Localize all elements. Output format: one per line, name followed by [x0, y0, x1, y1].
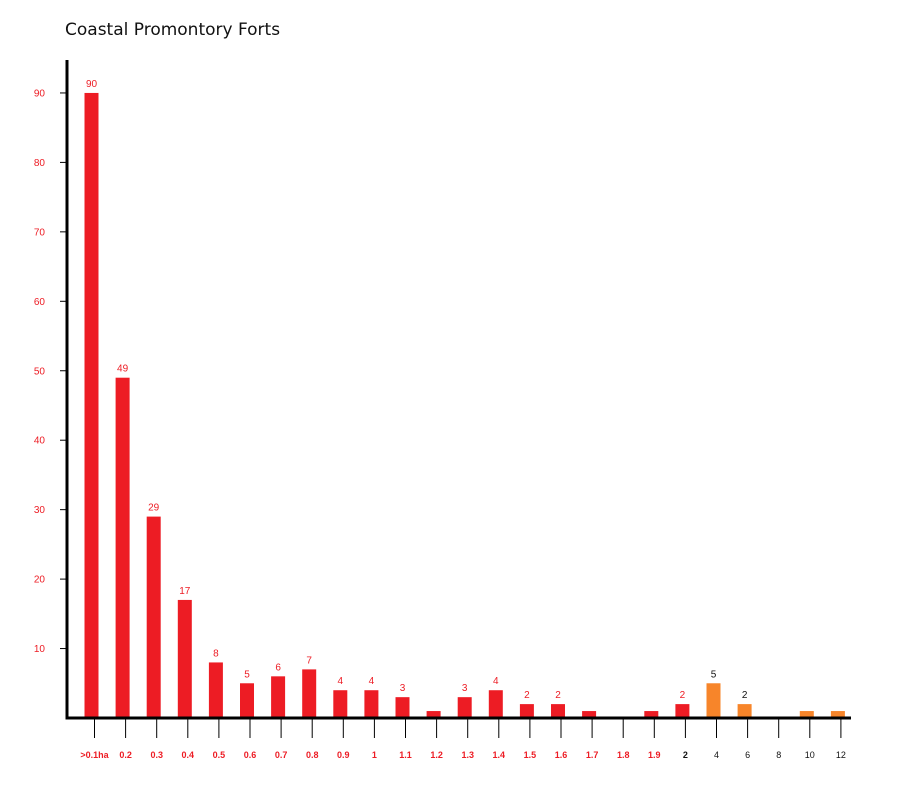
bar	[115, 377, 130, 718]
bar	[84, 92, 99, 718]
bar	[395, 697, 410, 718]
data-label: 49	[117, 364, 129, 375]
x-tick-label: 0.6	[244, 750, 257, 760]
bar	[302, 669, 317, 718]
x-tick-label: 1.6	[555, 750, 568, 760]
bar	[208, 662, 223, 718]
y-tick-label: 60	[34, 297, 46, 308]
y-tick-labels: 10 20 30 40 50 60 70 80 90	[34, 88, 46, 655]
bar	[177, 599, 192, 718]
data-label: 29	[148, 503, 160, 514]
bar	[146, 516, 161, 718]
x-tick-label: 1.9	[648, 750, 661, 760]
bar	[240, 683, 254, 718]
y-tick-label: 30	[34, 505, 46, 516]
y-tick-label: 40	[34, 436, 46, 447]
bar	[830, 711, 845, 718]
x-tick-label: 1.7	[586, 750, 599, 760]
data-label: 2	[555, 690, 561, 701]
x-tick-label: 1.3	[461, 750, 474, 760]
data-label: 4	[369, 676, 375, 687]
bar	[675, 704, 690, 718]
x-tick-label: 1	[372, 750, 377, 760]
x-tick-label: 0.9	[337, 750, 350, 760]
x-tick-label: 0.8	[306, 750, 319, 760]
data-label: 3	[400, 683, 406, 694]
bar	[488, 690, 503, 718]
bar	[644, 711, 659, 718]
bar	[582, 711, 597, 718]
x-tick-label: 8	[776, 750, 781, 760]
data-label: 5	[711, 669, 717, 680]
bar	[737, 704, 752, 718]
bar	[457, 697, 472, 718]
bar	[519, 704, 534, 718]
x-tick-label: 6	[745, 750, 750, 760]
bar	[706, 683, 721, 718]
bar	[364, 690, 379, 718]
y-tick-label: 70	[34, 227, 46, 238]
y-tick-label: 90	[34, 88, 46, 99]
y-tick-label: 10	[34, 644, 46, 655]
x-tick-label: 0.7	[275, 750, 288, 760]
bar	[426, 711, 441, 718]
data-label: 8	[213, 648, 219, 659]
x-tick-label: 0.2	[119, 750, 132, 760]
x-tick-label: 2	[683, 750, 688, 760]
data-label: 7	[306, 655, 312, 666]
x-tick-marks	[94, 718, 842, 738]
y-tick-label: 50	[34, 366, 46, 377]
x-tick-label: 1.8	[617, 750, 630, 760]
data-label: 90	[86, 79, 98, 90]
data-label: 3	[462, 683, 468, 694]
data-label: 4	[493, 676, 499, 687]
x-tick-label: 12	[836, 750, 846, 760]
y-tick-label: 20	[34, 575, 46, 586]
data-label: 17	[179, 586, 191, 597]
x-tick-label: 10	[805, 750, 815, 760]
bar	[799, 711, 814, 718]
data-label: 6	[275, 662, 281, 673]
data-label: 2	[524, 690, 530, 701]
data-labels: 90 49 29 17 8 5 6 7 4 4 3 3 4 2 2 2 5 2	[86, 79, 748, 701]
data-label: 5	[244, 669, 250, 680]
bar	[551, 704, 565, 718]
chart-title: Coastal Promontory Forts	[65, 20, 281, 40]
x-tick-label: 4	[714, 750, 719, 760]
x-tick-label: 1.1	[399, 750, 412, 760]
x-tick-label: >0.1ha	[80, 750, 109, 760]
x-tick-label: 0.3	[150, 750, 163, 760]
x-tick-labels: >0.1ha 0.2 0.3 0.4 0.5 0.6 0.7 0.8 0.9 1 1.1 1.2 1.3…	[80, 750, 846, 760]
bar	[333, 690, 348, 718]
y-tick-label: 80	[34, 158, 46, 169]
bars	[84, 92, 845, 718]
x-tick-label: 1.4	[493, 750, 506, 760]
x-tick-label: 0.4	[182, 750, 195, 760]
data-label: 2	[742, 690, 748, 701]
x-tick-label: 1.5	[524, 750, 537, 760]
data-label: 4	[338, 676, 344, 687]
x-tick-label: 0.5	[213, 750, 226, 760]
data-label: 2	[680, 690, 686, 701]
bar	[271, 676, 286, 718]
x-tick-label: 1.2	[430, 750, 443, 760]
